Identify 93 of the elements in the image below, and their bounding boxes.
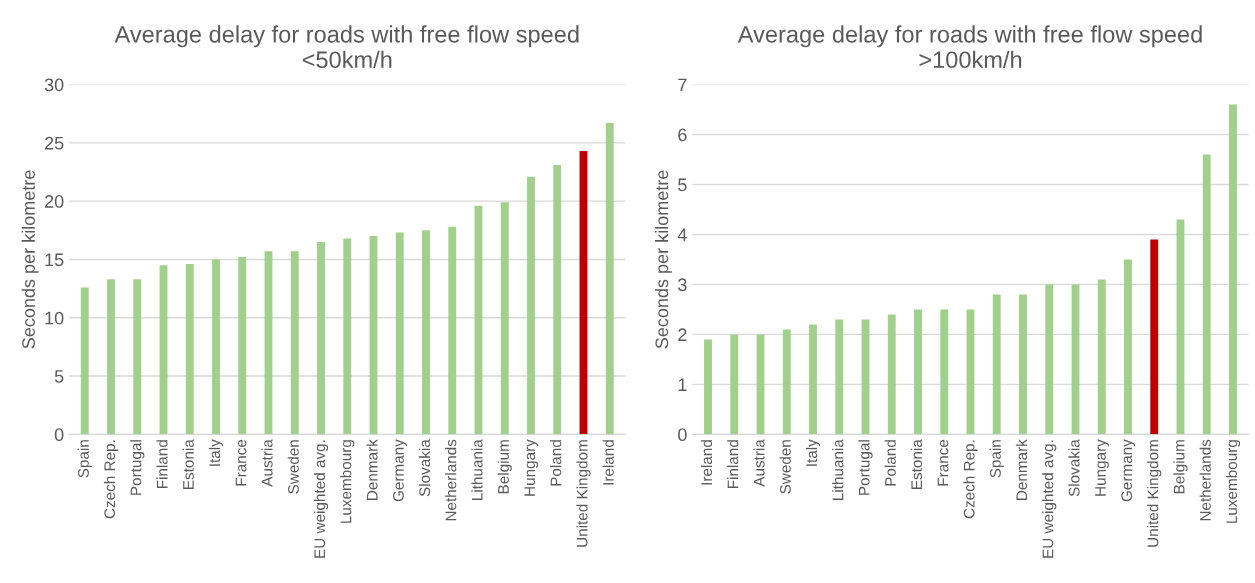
bar bbox=[1202, 154, 1211, 435]
bar bbox=[1150, 239, 1159, 435]
x-tick-label: France bbox=[235, 439, 247, 486]
bar bbox=[500, 202, 509, 435]
bar bbox=[782, 329, 791, 435]
chart-title: Average delay for roads with free flow speed >100km/h bbox=[737, 25, 1202, 69]
bar bbox=[317, 241, 325, 435]
y-tick-label: 0 bbox=[678, 428, 687, 442]
bar bbox=[553, 164, 562, 435]
bar bbox=[133, 279, 142, 435]
bar bbox=[212, 259, 220, 435]
x-tick-label: Finland bbox=[727, 440, 739, 489]
x-tick-label: Sweden bbox=[779, 440, 791, 494]
x-tick-label: Germany bbox=[393, 439, 407, 502]
y-tick-label: 7 bbox=[678, 78, 687, 92]
bar bbox=[448, 226, 457, 435]
bar bbox=[940, 309, 949, 435]
x-tick-label: Netherlands bbox=[1199, 439, 1211, 521]
x-tick-label: EU weighted avg. bbox=[1042, 440, 1057, 558]
x-tick-label: Slovakia bbox=[1068, 439, 1080, 497]
y-tick-label: 4 bbox=[677, 228, 687, 241]
bar bbox=[343, 238, 352, 435]
bar bbox=[914, 309, 922, 435]
x-tick-label: Slovakia bbox=[418, 439, 431, 497]
x-tick-label: Ireland bbox=[700, 440, 713, 485]
x-tick-label: Luxembourg bbox=[1225, 440, 1241, 523]
x-tick-label: Austria bbox=[261, 439, 273, 487]
bar bbox=[887, 314, 896, 435]
x-tick-label: EU weighted avg. bbox=[313, 440, 329, 558]
bar bbox=[422, 230, 430, 435]
bar bbox=[809, 324, 817, 435]
y-tick-label: 5 bbox=[54, 370, 64, 383]
x-tick-label: Finland bbox=[156, 440, 168, 489]
x-tick-label: Spain bbox=[77, 440, 92, 478]
chart-title: Average delay for roads with free flow speed <50km/h bbox=[114, 25, 579, 69]
y-tick-label: 1 bbox=[678, 378, 687, 391]
x-tick-label: United Kingdom bbox=[1147, 440, 1162, 547]
bar bbox=[1124, 259, 1132, 435]
x-tick-label: France bbox=[937, 439, 949, 486]
bar bbox=[527, 176, 535, 435]
bar bbox=[992, 294, 1001, 435]
bar bbox=[835, 319, 844, 435]
x-tick-label: Portugal bbox=[130, 440, 145, 495]
bar bbox=[80, 287, 89, 435]
y-tick-label: 3 bbox=[678, 278, 687, 292]
x-tick-label: Italy bbox=[208, 439, 224, 466]
bar bbox=[730, 334, 739, 435]
x-tick-label: Portugal bbox=[858, 440, 873, 495]
x-tick-label: Czech Rep. bbox=[103, 440, 119, 519]
bar bbox=[1019, 294, 1027, 435]
x-tick-label: Hungary bbox=[1095, 439, 1109, 496]
x-tick-label: Poland bbox=[550, 440, 562, 486]
bar bbox=[1097, 279, 1106, 435]
bar bbox=[605, 123, 614, 435]
y-axis-title: Seconds per kilometre bbox=[21, 170, 39, 349]
bar bbox=[704, 339, 712, 435]
x-tick-label: Belgium bbox=[1173, 440, 1188, 494]
x-tick-label: Netherlands bbox=[445, 439, 457, 521]
x-tick-label: Ireland bbox=[602, 440, 614, 485]
y-tick-label: 5 bbox=[678, 178, 687, 192]
bar bbox=[1229, 104, 1237, 435]
x-tick-label: Italy bbox=[805, 439, 821, 466]
x-tick-label: Lithuania bbox=[832, 439, 844, 500]
bar bbox=[1045, 284, 1054, 435]
x-tick-label: Belgium bbox=[497, 440, 512, 494]
bar bbox=[185, 264, 194, 435]
y-tick-label: 10 bbox=[45, 311, 64, 325]
bar bbox=[238, 257, 247, 435]
y-tick-label: 0 bbox=[54, 428, 64, 442]
y-tick-label: 15 bbox=[45, 253, 64, 267]
y-tick-label: 30 bbox=[44, 78, 64, 92]
x-tick-label: Denmark bbox=[1015, 439, 1028, 500]
y-tick-label: 6 bbox=[678, 128, 687, 142]
y-tick-label: 20 bbox=[44, 195, 64, 208]
x-tick-label: Sweden bbox=[287, 440, 299, 494]
x-tick-label: Denmark bbox=[366, 439, 378, 500]
x-tick-label: Czech Rep. bbox=[963, 440, 978, 519]
x-tick-label: Luxembourg bbox=[340, 440, 355, 523]
x-tick-label: Estonia bbox=[182, 439, 194, 489]
bar bbox=[290, 251, 299, 435]
x-tick-label: United Kingdom bbox=[576, 440, 591, 547]
y-tick-label: 25 bbox=[44, 136, 64, 150]
x-tick-label: Lithuania bbox=[471, 439, 483, 500]
x-tick-label: Austria bbox=[753, 439, 765, 487]
y-tick-label: 2 bbox=[678, 328, 687, 341]
x-tick-label: Hungary bbox=[524, 439, 539, 496]
x-tick-label: Estonia bbox=[910, 439, 923, 489]
y-axis-title: Seconds per kilometre bbox=[654, 170, 672, 349]
x-tick-label: Poland bbox=[884, 440, 896, 486]
bar bbox=[395, 232, 404, 435]
bar bbox=[107, 279, 115, 435]
x-tick-label: Spain bbox=[989, 440, 1004, 478]
x-tick-label: Germany bbox=[1121, 439, 1136, 502]
